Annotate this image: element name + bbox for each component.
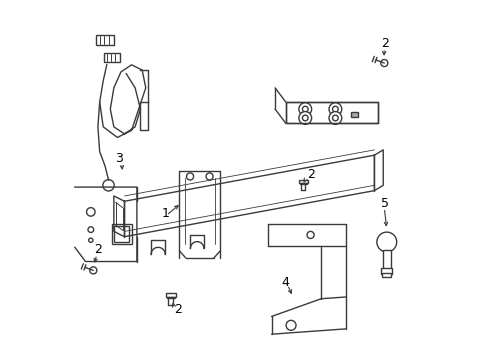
Circle shape (90, 267, 97, 274)
Bar (96, 35, 114, 45)
Circle shape (329, 112, 342, 124)
Text: 2: 2 (307, 168, 315, 181)
Text: 1: 1 (161, 207, 169, 220)
Bar (382, 273, 392, 277)
Text: 4: 4 (282, 276, 290, 289)
Circle shape (299, 112, 312, 124)
Bar (351, 112, 358, 117)
Bar (114, 226, 129, 242)
Circle shape (103, 180, 114, 191)
Bar (381, 268, 392, 274)
Text: 5: 5 (381, 197, 389, 210)
Bar (166, 293, 175, 297)
Bar (299, 180, 308, 183)
Bar (299, 183, 307, 184)
Circle shape (381, 59, 388, 67)
Text: 2: 2 (381, 37, 389, 50)
Circle shape (377, 232, 397, 252)
Text: 2: 2 (174, 303, 182, 316)
Text: 2: 2 (94, 243, 102, 256)
Circle shape (299, 103, 312, 116)
Bar (383, 250, 391, 270)
Circle shape (329, 103, 342, 116)
Bar (104, 53, 120, 62)
Bar (286, 102, 378, 123)
Text: 3: 3 (115, 152, 123, 165)
Bar (112, 224, 132, 244)
Bar (167, 297, 174, 298)
